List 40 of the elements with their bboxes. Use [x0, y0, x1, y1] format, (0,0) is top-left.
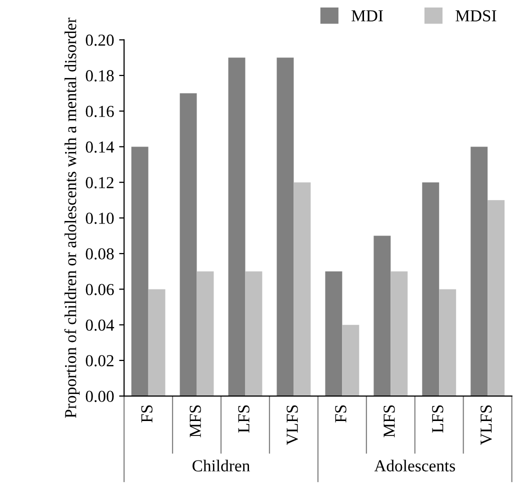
legend-label: MDSI [456, 10, 496, 22]
y-axis-title: Proportion of children or adolescents with a mental disorder [64, 18, 80, 418]
y-tick-label: 0.06 [86, 284, 114, 296]
y-tick-label: 0.10 [86, 212, 114, 224]
x-tick-label: LFS [238, 405, 250, 433]
bar [422, 182, 440, 396]
bar [245, 271, 262, 396]
text: Adolescents [374, 460, 456, 472]
bar [180, 93, 197, 396]
y-tick-label: 0.00 [86, 390, 114, 402]
x-tick-label: VLFS [480, 405, 492, 445]
x-tick-label: VLFS [286, 405, 298, 445]
bar [374, 236, 391, 396]
x-tick-label: MFS [190, 405, 201, 438]
bar [148, 289, 166, 396]
bar [196, 271, 214, 396]
bar [228, 58, 246, 396]
y-tick-label: 0.16 [86, 106, 114, 118]
y-tick-label: 0.04 [86, 320, 114, 331]
bar [390, 271, 408, 396]
y-tick-label: 0.12 [86, 177, 114, 188]
text: Children [192, 460, 250, 472]
bar [131, 146, 148, 396]
y-tick-label: 0.14 [86, 141, 114, 153]
x-tick-label: LFS [432, 405, 444, 433]
x-tick-label: FS [335, 405, 346, 422]
bar [470, 146, 488, 396]
bar [439, 289, 456, 396]
x-tick-label: MFS [384, 405, 395, 438]
bar [325, 271, 342, 396]
y-tick-label: 0.20 [86, 34, 114, 46]
bar [294, 182, 311, 396]
y-tick-label: 0.08 [86, 248, 114, 260]
bar [342, 324, 360, 396]
bar [276, 58, 294, 396]
y-tick-label: 0.02 [86, 355, 114, 366]
y-tick-label: 0.18 [86, 70, 114, 82]
legend-label: MDI [352, 10, 383, 22]
x-tick-label: FS [141, 405, 152, 422]
bar [488, 200, 505, 396]
